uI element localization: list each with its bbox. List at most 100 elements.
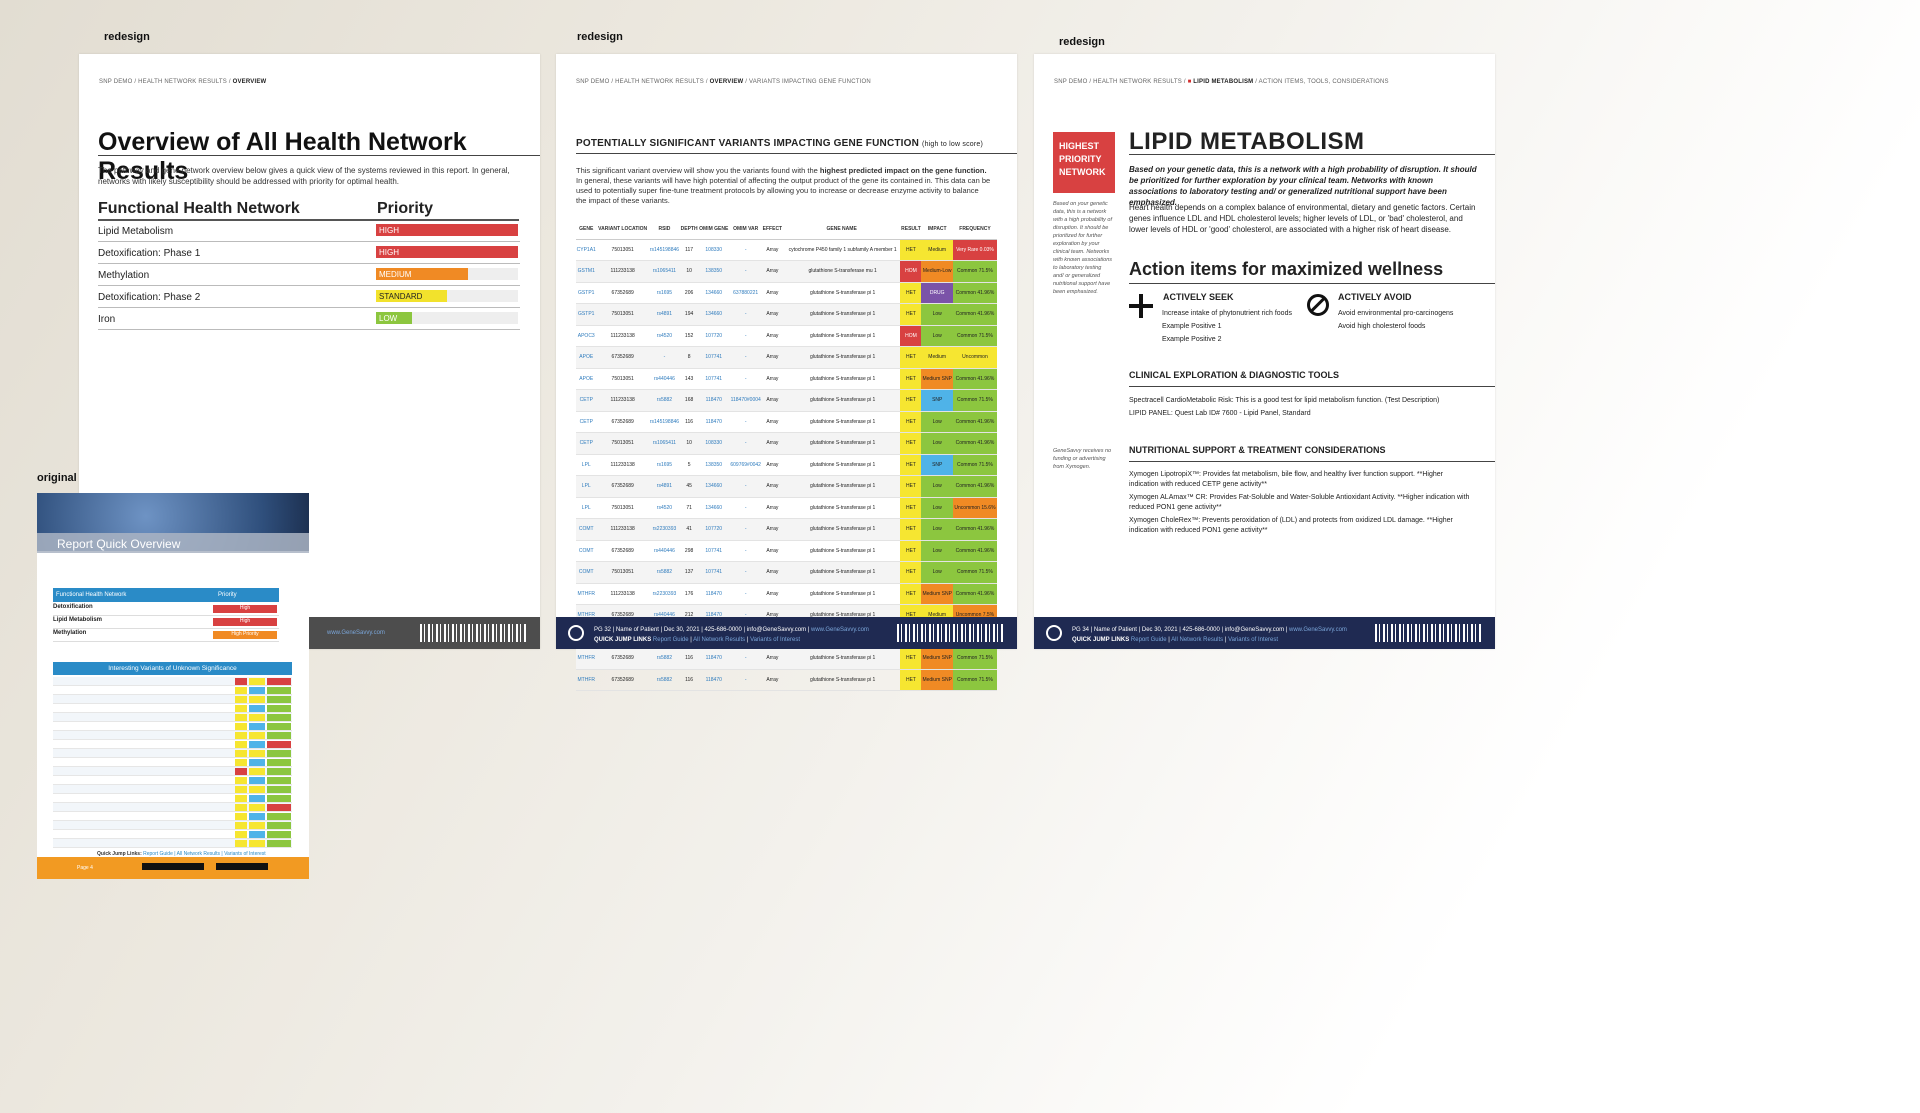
link-network-results[interactable]: All Network Results [693,637,746,643]
cell-gene[interactable]: MTHFR [576,647,597,670]
cell-omv[interactable]: 609769#0042 [729,454,763,476]
cell-om[interactable]: 138350 [698,454,730,476]
cell-omv[interactable]: - [729,325,763,347]
cell-om[interactable]: 107741 [698,540,730,562]
link-variants[interactable]: Variants of Interest [750,637,800,643]
cell-omv[interactable]: - [729,583,763,605]
cell-omv[interactable]: - [729,432,763,455]
cell-gene[interactable]: GSTM1 [576,260,597,283]
cell-gene[interactable]: MTHFR [576,583,597,605]
column-header[interactable]: DEPTH [680,220,699,240]
cell-gene[interactable]: CETP [576,432,597,455]
column-header[interactable]: OMIM VAR [729,220,763,240]
cell-gene[interactable]: APOC3 [576,325,597,347]
cell-gene[interactable]: APOE [576,368,597,390]
cell-rs[interactable]: rs5882 [648,647,681,670]
column-header[interactable]: OMIM GENE [698,220,730,240]
cell-omv[interactable]: - [729,239,763,261]
cell-omv[interactable]: - [729,669,763,691]
cell-om[interactable]: 134660 [698,475,730,498]
cell-omv[interactable]: - [729,260,763,283]
cell-om[interactable]: 134660 [698,282,730,304]
cell-rs[interactable]: rs4520 [648,497,681,519]
cell-rs[interactable]: rs4520 [648,325,681,347]
cell-om[interactable]: 107720 [698,518,730,541]
cell-rs[interactable]: rs5882 [648,669,681,691]
cell-rs[interactable]: rs145198846 [648,411,681,433]
cell-om[interactable]: 118470 [698,583,730,605]
cell-gene[interactable]: GSTP1 [576,282,597,304]
column-header[interactable]: IMPACT [921,220,953,240]
cell-om[interactable]: 138350 [698,260,730,283]
column-header[interactable]: VARIANT LOCATION [596,220,649,240]
cell-rs[interactable]: rs1695 [648,282,681,304]
column-header[interactable]: GENE NAME [782,220,901,240]
cell-gene[interactable]: LPL [576,454,597,476]
cell-omv[interactable]: - [729,518,763,541]
cell-rs[interactable]: rs1065411 [648,260,681,283]
cell-rs[interactable]: rs440446 [648,540,681,562]
link-network-results[interactable]: All Network Results [1171,637,1224,643]
cell-rs[interactable]: rs2230393 [648,518,681,541]
cell-rs[interactable]: rs2230393 [648,583,681,605]
cell-omv[interactable]: - [729,368,763,390]
column-header[interactable]: RSID [648,220,681,240]
link-report-guide[interactable]: Report Guide [652,637,689,643]
cell-rs[interactable]: rs5882 [648,561,681,584]
cell-om[interactable]: 118470 [698,389,730,412]
cell-gene[interactable]: COMT [576,540,597,562]
priority-row[interactable]: Detoxification: Phase 2 STANDARD [98,286,520,308]
cell-rs[interactable]: rs1695 [648,454,681,476]
priority-row[interactable]: Lipid Metabolism HIGH [98,220,520,242]
cell-rs[interactable]: rs1065411 [648,432,681,455]
cell-omv[interactable]: 118470#0004 [729,389,763,412]
cell-rs[interactable]: rs145198846 [648,239,681,261]
cell-omv[interactable]: - [729,647,763,670]
cell-om[interactable]: 118470 [698,411,730,433]
cell-rs[interactable]: rs4891 [648,475,681,498]
cell-gene[interactable]: CETP [576,411,597,433]
column-header[interactable]: RESULT [900,220,922,240]
column-header[interactable]: GENE [576,220,597,240]
cell-gene[interactable]: CETP [576,389,597,412]
cell-gene[interactable]: GSTP1 [576,303,597,326]
cell-om[interactable]: 107741 [698,561,730,584]
cell-om[interactable]: 134660 [698,303,730,326]
cell-gene[interactable]: APOE [576,346,597,369]
cell-om[interactable]: 107741 [698,368,730,390]
column-header[interactable]: FREQUENCY [952,220,997,240]
cell-omv[interactable]: - [729,561,763,584]
cell-om[interactable]: 107720 [698,325,730,347]
priority-row[interactable]: Iron LOW [98,308,520,330]
cell-rs[interactable]: rs5882 [648,389,681,412]
cell-rs[interactable]: rs440446 [648,368,681,390]
cell-imp: Medium SNP [921,368,953,390]
link-report-guide[interactable]: Report Guide [1130,637,1167,643]
cell-om[interactable]: 134660 [698,497,730,519]
cell-gene[interactable]: COMT [576,518,597,541]
footer-site[interactable]: www.GeneSavvy.com [327,630,385,636]
cell-gene[interactable]: MTHFR [576,669,597,691]
cell-om[interactable]: 108330 [698,239,730,261]
cell-omv[interactable]: - [729,346,763,369]
cell-rs[interactable]: - [648,346,681,369]
cell-om[interactable]: 118470 [698,669,730,691]
cell-omv[interactable]: 637880221 [729,282,763,304]
cell-gene[interactable]: LPL [576,475,597,498]
cell-gene[interactable]: COMT [576,561,597,584]
cell-omv[interactable]: - [729,540,763,562]
priority-row[interactable]: Detoxification: Phase 1 HIGH [98,242,520,264]
cell-gene[interactable]: LPL [576,497,597,519]
column-header[interactable]: EFFECT [762,220,783,240]
link-variants[interactable]: Variants of Interest [1228,637,1278,643]
cell-omv[interactable]: - [729,303,763,326]
cell-om[interactable]: 108330 [698,432,730,455]
cell-omv[interactable]: - [729,475,763,498]
cell-gene[interactable]: CYP1A1 [576,239,597,261]
cell-omv[interactable]: - [729,411,763,433]
priority-row[interactable]: Methylation MEDIUM [98,264,520,286]
cell-rs[interactable]: rs4891 [648,303,681,326]
cell-om[interactable]: 118470 [698,647,730,670]
cell-om[interactable]: 107741 [698,346,730,369]
cell-omv[interactable]: - [729,497,763,519]
